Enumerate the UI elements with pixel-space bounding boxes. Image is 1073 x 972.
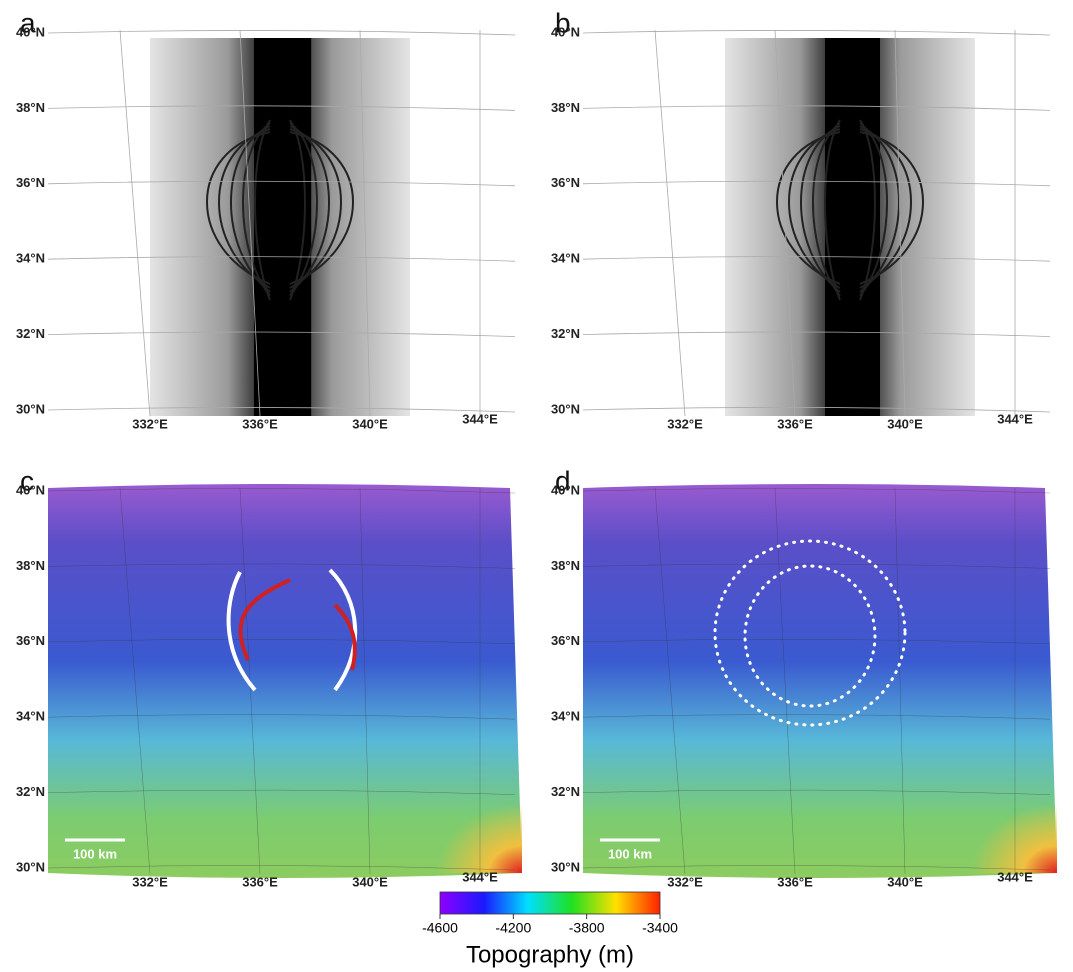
latitude-label: 40°N xyxy=(16,482,45,497)
longitude-label: 340°E xyxy=(352,416,388,431)
latitude-label: 34°N xyxy=(16,251,45,266)
latitude-label: 40°N xyxy=(16,24,45,39)
colorbar-title: Topography (m) xyxy=(466,941,634,968)
latitude-label: 38°N xyxy=(551,558,580,573)
figure: a40°N38°N36°N34°N32°N30°N332°E336°E340°E… xyxy=(0,0,1073,972)
latitude-label: 34°N xyxy=(551,251,580,266)
radar-nadir xyxy=(254,38,311,416)
latitude-label: 30°N xyxy=(551,401,580,416)
latitude-label: 36°N xyxy=(16,175,45,190)
graticule xyxy=(583,30,1050,35)
longitude-label: 340°E xyxy=(352,874,388,889)
latitude-label: 32°N xyxy=(16,784,45,799)
latitude-label: 36°N xyxy=(551,633,580,648)
latitude-label: 30°N xyxy=(16,859,45,874)
latitude-label: 30°N xyxy=(16,401,45,416)
longitude-label: 332°E xyxy=(132,416,168,431)
longitude-label: 340°E xyxy=(887,416,923,431)
radar-nadir xyxy=(825,38,880,416)
latitude-label: 36°N xyxy=(16,633,45,648)
latitude-label: 38°N xyxy=(16,558,45,573)
longitude-label: 344°E xyxy=(997,411,1033,426)
panel: d40°N38°N36°N34°N32°N30°N332°E336°E340°E… xyxy=(551,465,1057,889)
high-terrain xyxy=(915,758,1057,873)
latitude-label: 32°N xyxy=(16,326,45,341)
latitude-label: 38°N xyxy=(16,100,45,115)
longitude-label: 344°E xyxy=(462,411,498,426)
longitude-label: 340°E xyxy=(887,874,923,889)
graticule xyxy=(120,30,150,416)
longitude-label: 336°E xyxy=(777,416,813,431)
longitude-label: 344°E xyxy=(997,869,1033,884)
latitude-label: 40°N xyxy=(551,482,580,497)
high-terrain xyxy=(380,758,522,873)
latitude-label: 40°N xyxy=(551,24,580,39)
colorbar-tick-label: -3800 xyxy=(569,920,605,936)
graticule xyxy=(655,30,685,416)
colorbar xyxy=(440,892,660,914)
latitude-label: 30°N xyxy=(551,859,580,874)
colorbar-tick-label: -4600 xyxy=(422,920,458,936)
scale-bar-label: 100 km xyxy=(608,846,652,861)
colorbar-tick-label: -3400 xyxy=(642,920,678,936)
scale-bar-label: 100 km xyxy=(73,846,117,861)
latitude-label: 32°N xyxy=(551,784,580,799)
colorbar-tick-label: -4200 xyxy=(495,920,531,936)
latitude-label: 34°N xyxy=(16,709,45,724)
latitude-label: 34°N xyxy=(551,709,580,724)
longitude-label: 332°E xyxy=(667,874,703,889)
graticule xyxy=(48,30,515,35)
longitude-label: 332°E xyxy=(132,874,168,889)
longitude-label: 336°E xyxy=(777,874,813,889)
longitude-label: 336°E xyxy=(242,416,278,431)
longitude-label: 336°E xyxy=(242,874,278,889)
latitude-label: 38°N xyxy=(551,100,580,115)
latitude-label: 32°N xyxy=(551,326,580,341)
longitude-label: 332°E xyxy=(667,416,703,431)
longitude-label: 344°E xyxy=(462,869,498,884)
latitude-label: 36°N xyxy=(551,175,580,190)
